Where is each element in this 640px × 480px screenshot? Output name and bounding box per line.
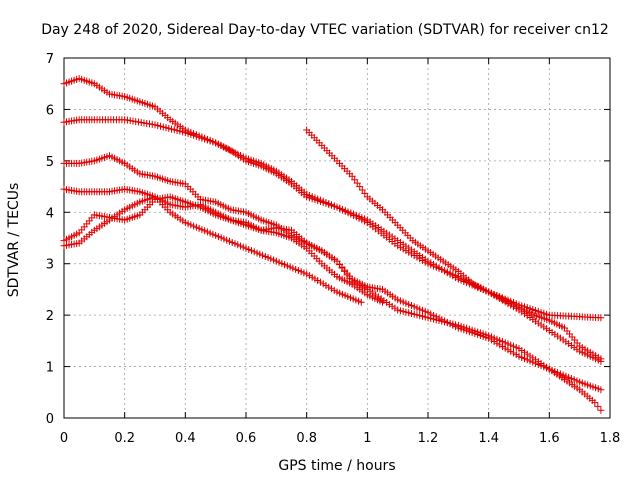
series-track-4: [60, 185, 605, 414]
x-tick-label: 0.4: [175, 431, 196, 446]
x-tick-label: 1.8: [600, 431, 621, 446]
x-tick-label: 1.6: [539, 431, 560, 446]
y-tick-label: 4: [46, 206, 54, 221]
data-point: [597, 314, 605, 322]
x-tick-label: 0: [60, 431, 68, 446]
series-track-2: [60, 116, 605, 365]
x-tick-label: 0.2: [114, 431, 135, 446]
y-tick-label: 0: [46, 412, 54, 427]
data-point: [379, 298, 386, 306]
x-tick-label: 0.6: [236, 431, 257, 446]
data-point: [357, 298, 365, 306]
x-tick-label: 1.4: [478, 431, 499, 446]
x-tick-label: 1: [363, 431, 371, 446]
data-point: [597, 406, 605, 414]
y-tick-label: 2: [46, 309, 54, 324]
data-point: [597, 386, 605, 394]
data-point: [594, 402, 602, 410]
series-track-7: [303, 126, 605, 363]
y-axis-label: SDTVAR / TECUs: [6, 183, 22, 298]
y-tick-label: 5: [46, 155, 54, 170]
y-tick-label: 1: [46, 361, 54, 376]
y-tick-label: 6: [46, 103, 54, 118]
chart-title: Day 248 of 2020, Sidereal Day-to-day VTE…: [41, 22, 609, 38]
x-axis-label: GPS time / hours: [278, 458, 395, 474]
data-marks: [60, 75, 605, 414]
y-tick-label: 7: [46, 52, 54, 67]
plot-frame: [63, 57, 611, 419]
x-tick-label: 0.8: [296, 431, 317, 446]
data-point: [591, 399, 599, 407]
series-track-6: [60, 193, 365, 306]
grid: [64, 58, 610, 418]
data-point: [597, 355, 605, 363]
x-tick-label: 1.2: [418, 431, 439, 446]
axis-ticks: 0 0.2 0.4 0.6 0.8 1 1.2 1.4 1.6 1.8 0 1 2 3 4 5 6 7: [46, 52, 621, 446]
y-tick-label: 3: [46, 258, 54, 273]
